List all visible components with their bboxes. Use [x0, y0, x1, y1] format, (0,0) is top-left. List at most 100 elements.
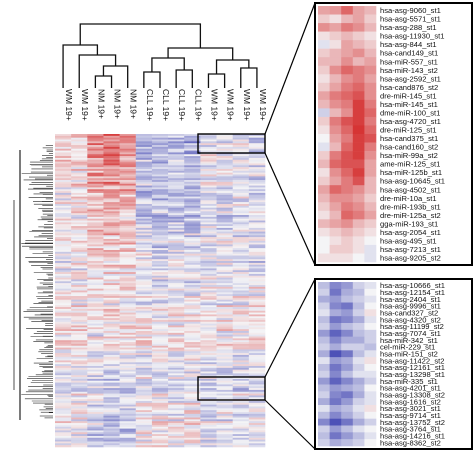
heatmap-cell — [87, 296, 104, 299]
zoom-cell — [329, 357, 342, 365]
heatmap-cell — [168, 222, 185, 225]
heatmap-cell — [200, 290, 217, 293]
heatmap-cell — [103, 150, 120, 153]
heatmap-cell — [168, 349, 185, 352]
heatmap-cell — [151, 426, 169, 429]
zoom-cell — [352, 336, 365, 344]
heatmap-cell — [87, 200, 104, 203]
heatmap-cell — [248, 165, 266, 168]
heatmap-cell — [151, 399, 169, 402]
heatmap-cell — [200, 180, 217, 183]
heatmap-cell — [71, 216, 88, 219]
heatmap-cell — [151, 312, 169, 315]
heatmap-cell — [184, 244, 201, 247]
heatmap-cell — [135, 404, 153, 407]
zoom-cell — [341, 116, 354, 126]
heatmap-cell — [135, 426, 153, 429]
heatmap-cell — [71, 283, 88, 286]
heatmap-cell — [200, 266, 217, 269]
heatmap-cell — [216, 145, 233, 148]
heatmap-cell — [168, 255, 185, 258]
zoom-cell — [318, 6, 330, 15]
heatmap-cell — [184, 386, 201, 389]
heatmap-cell — [232, 367, 250, 370]
heatmap-cell — [200, 445, 217, 448]
heatmap-cell — [248, 139, 266, 142]
heatmap-cell — [103, 373, 120, 376]
zoom-cell — [341, 57, 354, 67]
heatmap-cell — [135, 340, 153, 343]
heatmap-cell — [55, 443, 72, 446]
heatmap-cell — [103, 249, 120, 253]
heatmap-cell — [200, 423, 217, 426]
heatmap-cell — [232, 170, 250, 173]
heatmap-cell — [200, 141, 217, 144]
heatmap-cell — [87, 316, 104, 319]
heatmap-cell — [184, 224, 201, 227]
heatmap-cell — [200, 292, 217, 295]
heatmap-cell — [200, 314, 217, 317]
heatmap-cell — [232, 382, 250, 385]
heatmap-cell — [71, 284, 88, 288]
heatmap-cell — [151, 187, 169, 190]
heatmap-cell — [103, 424, 120, 428]
heatmap-cell — [200, 154, 217, 157]
heatmap-cell — [103, 297, 120, 300]
heatmap-cell — [248, 375, 266, 378]
zoom-cell — [318, 57, 330, 67]
heatmap-cell — [119, 388, 137, 391]
heatmap-cell — [200, 369, 217, 372]
heatmap-cell — [184, 259, 201, 262]
zoom-cell — [341, 288, 354, 296]
heatmap-cell — [55, 288, 72, 291]
heatmap-cell — [135, 216, 153, 219]
heatmap-cell — [232, 402, 250, 405]
heatmap-cell — [87, 412, 104, 415]
zoom-cell — [329, 309, 342, 317]
heatmap-cell — [232, 156, 250, 159]
zoom-cell — [329, 227, 342, 237]
heatmap-cell — [216, 439, 233, 442]
heatmap-cell — [232, 207, 250, 210]
row-label: hsa-asg-9714_st1 — [380, 411, 441, 420]
heatmap-cell — [103, 351, 120, 354]
heatmap-cell — [216, 338, 233, 341]
row-label: hsa-asg-4201_st1 — [380, 384, 441, 393]
heatmap-cell — [135, 192, 153, 196]
heatmap-cell — [87, 215, 104, 218]
heatmap-cell — [184, 248, 201, 251]
heatmap-cell — [71, 303, 88, 306]
heatmap-cell — [87, 152, 104, 155]
heatmap-cell — [55, 388, 72, 391]
heatmap-cell — [135, 191, 153, 194]
heatmap-cell — [135, 139, 153, 142]
heatmap-cell — [135, 332, 153, 335]
heatmap-cell — [168, 369, 185, 372]
heatmap-cell — [200, 207, 217, 210]
heatmap-cell — [87, 329, 104, 332]
heatmap-cell — [184, 146, 201, 150]
heatmap-cell — [232, 410, 250, 413]
heatmap-cell — [135, 395, 153, 398]
zoom-cell — [364, 288, 377, 296]
heatmap-cell — [168, 375, 185, 378]
zoom-cell — [318, 219, 330, 229]
heatmap-cell — [87, 318, 104, 321]
heatmap-cell — [200, 167, 217, 170]
heatmap-cell — [184, 218, 201, 221]
heatmap-cell — [87, 277, 104, 280]
heatmap-cell — [200, 354, 217, 358]
heatmap-cell — [103, 135, 120, 138]
heatmap-cell — [248, 237, 266, 240]
heatmap-cell — [55, 369, 72, 372]
heatmap-cell — [119, 430, 137, 433]
heatmap-cell — [55, 307, 72, 310]
heatmap-cell — [135, 412, 153, 415]
heatmap-cell — [232, 192, 250, 196]
heatmap-cell — [168, 284, 185, 288]
zoom-cell — [318, 116, 330, 126]
heatmap-cell — [216, 331, 233, 334]
zoom-cell — [329, 236, 342, 246]
heatmap-cell — [71, 378, 88, 382]
heatmap-cell — [135, 365, 153, 369]
